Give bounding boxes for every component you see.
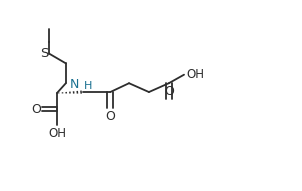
Text: S: S (40, 47, 48, 60)
Text: O: O (105, 110, 115, 123)
Text: O: O (164, 85, 174, 98)
Text: OH: OH (186, 68, 204, 81)
Text: N: N (69, 78, 79, 91)
Text: O: O (31, 103, 41, 116)
Text: OH: OH (48, 127, 66, 140)
Text: H: H (84, 81, 92, 91)
